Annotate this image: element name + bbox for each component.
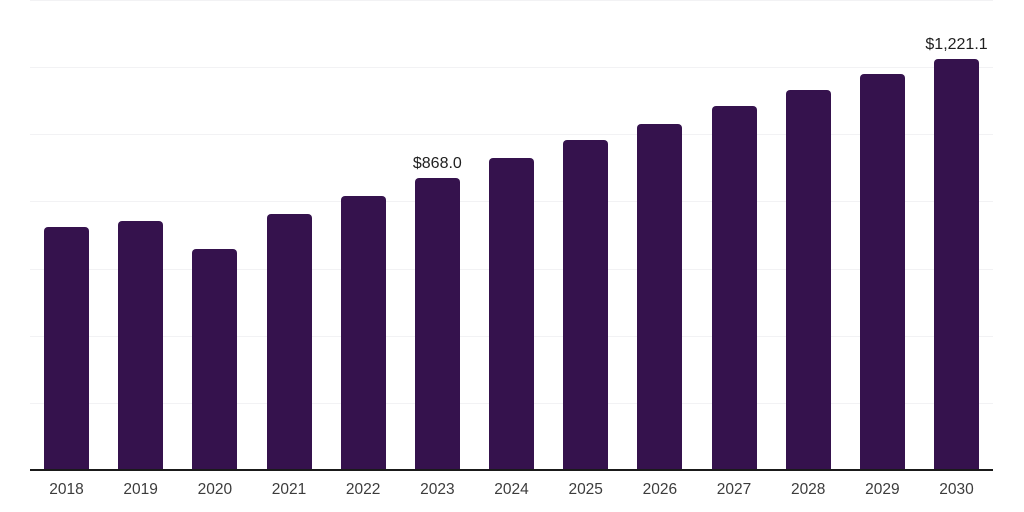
bar-2019[interactable] — [118, 220, 164, 469]
data-label-2023: $868.0 — [412, 154, 462, 172]
bar-2020[interactable] — [192, 248, 238, 469]
gridline-1400 — [30, 0, 993, 1]
x-tick-label-2024: 2024 — [494, 481, 529, 498]
gridline-1000 — [30, 134, 993, 136]
x-tick-label-2023: 2023 — [420, 481, 455, 498]
bar-2025[interactable] — [563, 140, 609, 469]
bar-2021[interactable] — [266, 213, 312, 469]
data-label-2030: $1,221.1 — [925, 36, 988, 54]
gridline-1200 — [30, 67, 993, 69]
bar-2023[interactable] — [414, 177, 460, 469]
x-tick-label-2026: 2026 — [642, 481, 678, 498]
bar-2028[interactable] — [785, 90, 831, 469]
bar-2026[interactable] — [637, 124, 683, 469]
bar-2027[interactable] — [711, 106, 757, 469]
x-tick-label-2022: 2022 — [345, 481, 381, 498]
x-tick-label-2021: 2021 — [271, 481, 307, 498]
bar-2018[interactable] — [44, 226, 89, 469]
x-tick-label-2018: 2018 — [49, 481, 84, 498]
x-tick-label-2030: 2030 — [939, 481, 974, 498]
plot-area: $868.0 $1,221.1 — [30, 0, 993, 471]
bar-2030[interactable] — [934, 59, 980, 469]
x-tick-label-2019: 2019 — [123, 481, 158, 498]
bar-2029[interactable] — [859, 74, 905, 469]
bar-2022[interactable] — [340, 195, 386, 469]
x-tick-label-2025: 2025 — [568, 481, 603, 498]
bar-2024[interactable] — [489, 158, 535, 469]
x-tick-label-2028: 2028 — [790, 481, 826, 498]
x-axis: 2018 2019 2020 2021 2022 2023 2024 2025 2026 2027… — [30, 481, 993, 505]
x-tick-label-2020: 2020 — [197, 481, 233, 498]
x-tick-label-2027: 2027 — [716, 481, 752, 498]
x-tick-label-2029: 2029 — [865, 481, 900, 498]
